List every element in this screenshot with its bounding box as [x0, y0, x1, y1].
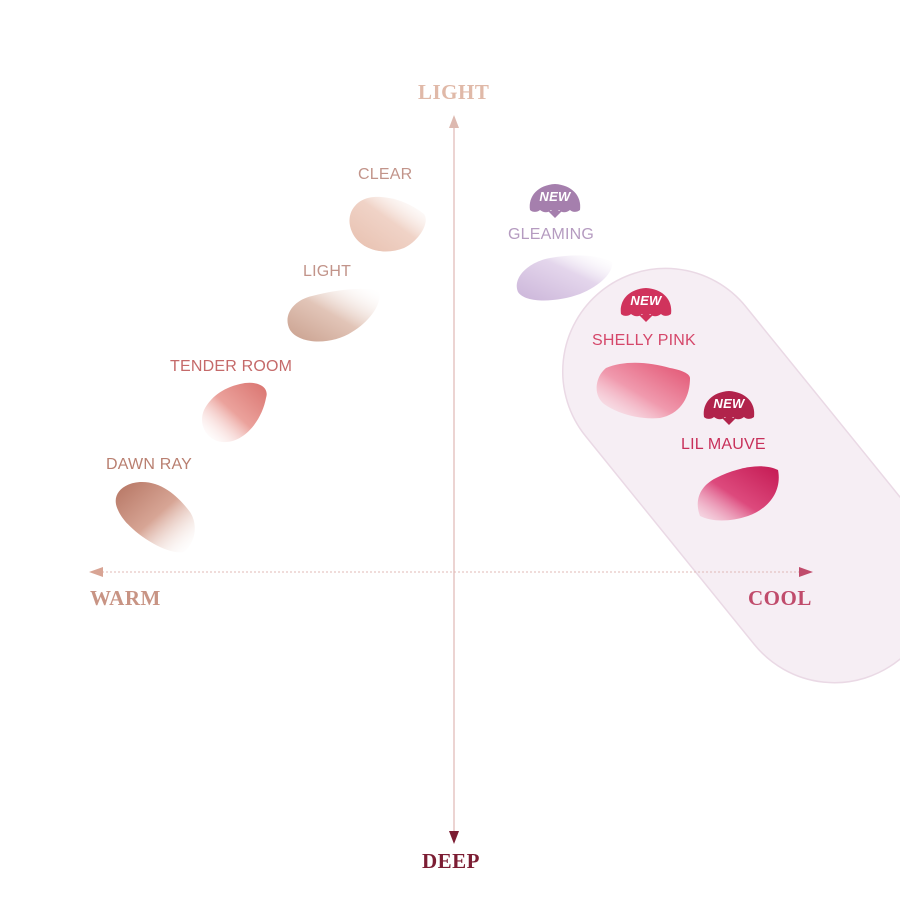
swatch-shelly-pink	[596, 362, 690, 419]
swatch-dawn-ray	[115, 482, 195, 553]
shell-icon	[529, 184, 581, 218]
new-badge-lil-mauve: NEW	[700, 387, 758, 427]
swatch-light	[287, 288, 380, 342]
shade-label-light: LIGHT	[303, 263, 352, 280]
arrow-left-icon	[89, 567, 103, 577]
shell-icon	[620, 288, 672, 322]
arrow-down-icon	[449, 831, 459, 844]
new-badge-text: NEW	[630, 293, 662, 308]
swatch-clear	[349, 196, 426, 252]
new-badge-text: NEW	[539, 189, 571, 204]
axis-label-warm: WARM	[90, 586, 161, 610]
axis-label-deep: DEEP	[422, 849, 481, 873]
arrow-right-icon	[799, 567, 813, 577]
axis-label-cool: COOL	[748, 586, 812, 610]
swatch-gleaming	[516, 255, 613, 301]
swatch-lil-mauve	[697, 466, 779, 521]
shade-label-clear: CLEAR	[358, 166, 413, 183]
axis-label-light: LIGHT	[418, 80, 490, 104]
new-badge-shelly-pink: NEW	[617, 284, 675, 324]
cool-group-capsule	[561, 267, 900, 684]
shade-label-shelly-pink: SHELLY PINK	[592, 332, 696, 349]
swatch-tender-room	[202, 382, 267, 443]
shade-label-dawn-ray: DAWN RAY	[106, 456, 193, 473]
arrow-up-icon	[449, 115, 459, 128]
shade-label-tender-room: TENDER ROOM	[170, 358, 293, 375]
shade-label-lil-mauve: LIL MAUVE	[681, 436, 766, 453]
shell-icon	[703, 391, 755, 425]
new-badge-gleaming: NEW	[526, 180, 584, 220]
new-badge-text: NEW	[713, 396, 745, 411]
shade-label-gleaming: GLEAMING	[508, 226, 595, 243]
